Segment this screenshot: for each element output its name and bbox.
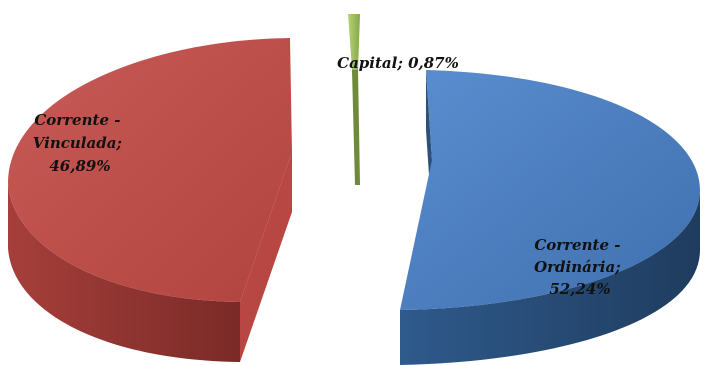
slice-vinculada-side: [8, 183, 240, 362]
label-capital: Capital; 0,87%: [337, 54, 459, 72]
slice-vinculada-top: [8, 38, 292, 302]
slice-capital-top: [348, 14, 360, 70]
slice-corrente-ordinaria: [400, 70, 700, 365]
label-vinculada: Corrente - Vinculada; 46,89%: [33, 111, 127, 175]
slice-ordinaria-side: [400, 190, 700, 365]
label-ordinaria: Corrente - Ordinária; 52,24%: [534, 236, 626, 298]
slice-capital: [348, 14, 360, 185]
slice-vinculada-cut-face: [240, 152, 292, 362]
slice-ordinaria-top: [400, 70, 700, 310]
slice-capital-side: [352, 70, 360, 185]
slice-corrente-vinculada: [8, 38, 292, 362]
